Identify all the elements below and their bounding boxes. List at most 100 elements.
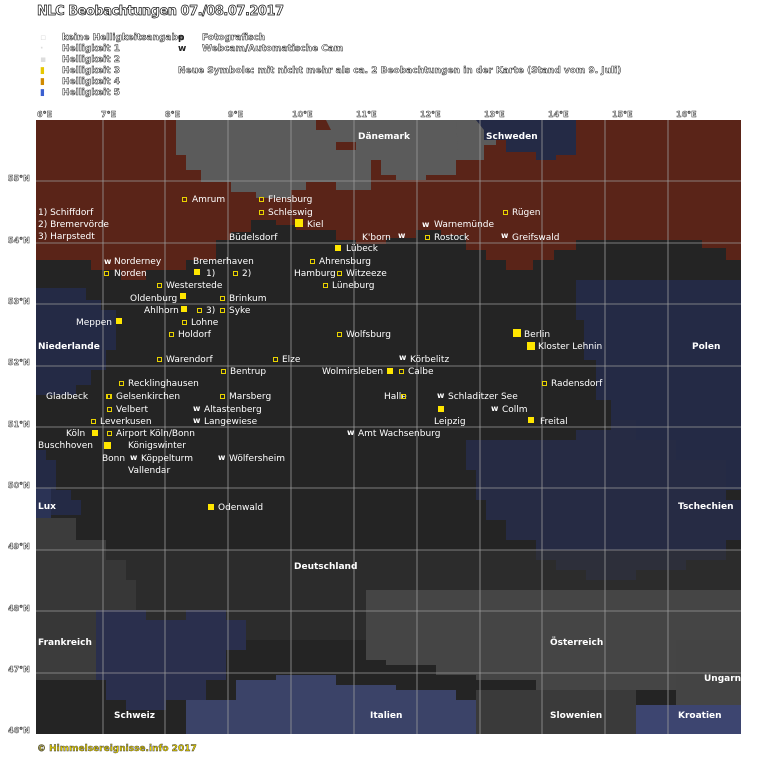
map-background bbox=[36, 120, 741, 734]
place-label: Odenwald bbox=[218, 503, 264, 513]
croatia-land bbox=[636, 705, 741, 734]
legend-symbol: · bbox=[40, 44, 44, 54]
legend-label: Helligkeit 4 bbox=[62, 77, 120, 88]
place-label: Radensdorf bbox=[551, 379, 603, 389]
observation-marker bbox=[335, 245, 341, 251]
denmark-islands bbox=[326, 120, 476, 180]
poland-land bbox=[576, 280, 741, 490]
place-label: Vallendar bbox=[128, 466, 171, 476]
country-label: Slowenien bbox=[550, 711, 603, 721]
place-label: Wölfersheim bbox=[229, 454, 285, 464]
place-label: Lübeck bbox=[346, 244, 378, 254]
webcam-marker: w bbox=[104, 257, 112, 266]
observation-marker bbox=[337, 332, 342, 337]
observation-marker bbox=[221, 369, 226, 374]
latitude-label: 55°N bbox=[8, 174, 30, 184]
observation-marker bbox=[157, 283, 162, 288]
place-label: Norden bbox=[114, 269, 147, 279]
country-label: Polen bbox=[692, 342, 721, 352]
place-label: Lüneburg bbox=[332, 281, 375, 291]
place-label: Greifswald bbox=[512, 233, 560, 243]
place-label: Oldenburg bbox=[130, 294, 178, 304]
longitude-label: 13°E bbox=[484, 110, 505, 120]
place-label: Norderney bbox=[114, 257, 162, 267]
legend-label: Helligkeit 2 bbox=[62, 55, 120, 66]
latitude-label: 50°N bbox=[8, 481, 30, 491]
observation-marker bbox=[197, 308, 202, 313]
longitude-label: 8°E bbox=[165, 110, 181, 120]
place-label: Köppelturm bbox=[141, 454, 193, 464]
place-label: Amt Wachsenburg bbox=[358, 429, 441, 439]
place-label: Witzeeze bbox=[346, 269, 387, 279]
observation-marker bbox=[107, 407, 112, 412]
country-label: Dänemark bbox=[358, 132, 410, 142]
place-label: Körbelitz bbox=[410, 355, 450, 365]
place-label: Kloster Lehnin bbox=[538, 342, 603, 352]
place-label: Calbe bbox=[408, 367, 434, 377]
webcam-marker: w bbox=[437, 391, 445, 400]
webcam-marker: w bbox=[491, 404, 499, 413]
place-label: K'born bbox=[362, 233, 391, 243]
place-label: Langewiese bbox=[204, 417, 258, 427]
place-label: Schladitzer See bbox=[448, 392, 518, 402]
legend-note: Neue Symbole: mit nicht mehr als ca. 2 B… bbox=[178, 66, 622, 77]
place-label: Flensburg bbox=[268, 195, 313, 205]
place-label: Recklinghausen bbox=[128, 379, 199, 389]
legend-symbol: ▫ bbox=[40, 33, 47, 43]
observation-marker bbox=[104, 271, 109, 276]
observation-marker bbox=[220, 296, 225, 301]
legend-symbol: ▮ bbox=[40, 66, 45, 76]
observation-marker bbox=[116, 318, 122, 324]
observation-marker bbox=[273, 357, 278, 362]
place-label: Leipzig bbox=[434, 417, 466, 427]
legend-label: Fotografisch bbox=[202, 33, 266, 44]
latitude-label: 46°N bbox=[8, 726, 30, 736]
observation-marker bbox=[323, 283, 328, 288]
observation-marker bbox=[310, 259, 315, 264]
longitude-label: 16°E bbox=[676, 110, 697, 120]
country-label: Tschechien bbox=[678, 502, 734, 512]
place-label: Buschhoven bbox=[38, 441, 93, 451]
observation-marker bbox=[182, 320, 187, 325]
observation-marker bbox=[259, 210, 264, 215]
longitude-label: 6°E bbox=[37, 110, 53, 120]
longitude-label: 9°E bbox=[228, 110, 244, 120]
observation-marker bbox=[107, 394, 112, 399]
longitude-label: 14°E bbox=[548, 110, 569, 120]
observation-marker bbox=[92, 430, 98, 436]
observation-marker bbox=[220, 394, 225, 399]
legend-note-entry: 1) Schiffdorf bbox=[38, 208, 94, 218]
latitude-label: 54°N bbox=[8, 236, 30, 246]
place-label: 3) bbox=[206, 306, 216, 316]
map-canvas: Dänemark Schweden Niederlande Polen Lux Tsche… bbox=[36, 120, 741, 734]
webcam-marker: w bbox=[130, 453, 138, 462]
observation-marker bbox=[208, 504, 214, 510]
legend-symbol: ▮ bbox=[40, 77, 45, 87]
place-label: Holdorf bbox=[178, 330, 211, 340]
observation-marker bbox=[181, 306, 187, 312]
place-label: Brinkum bbox=[229, 294, 267, 304]
place-label: Warendorf bbox=[166, 355, 213, 365]
place-label: Freital bbox=[540, 417, 568, 427]
austria-land bbox=[366, 590, 741, 700]
place-label: Bentrup bbox=[230, 367, 267, 377]
legend-label: Webcam/Automatische Cam bbox=[202, 44, 344, 55]
netherlands-land bbox=[36, 288, 116, 395]
place-label: Hamburg bbox=[294, 269, 336, 279]
denmark-land bbox=[176, 120, 371, 198]
legend-symbol: ▪ bbox=[40, 55, 47, 65]
latitude-label: 53°N bbox=[8, 297, 30, 307]
place-label: Bonn bbox=[102, 454, 126, 464]
slovenia-land bbox=[476, 690, 636, 734]
webcam-marker: w bbox=[398, 231, 406, 240]
legend-label: Helligkeit 3 bbox=[62, 66, 120, 77]
longitude-label: 15°E bbox=[612, 110, 633, 120]
observation-marker bbox=[387, 368, 393, 374]
legend-label: Helligkeit 1 bbox=[62, 44, 120, 55]
webcam-marker: w bbox=[422, 220, 430, 229]
hungary-land bbox=[676, 640, 741, 705]
italy-land bbox=[186, 675, 476, 734]
latitude-label: 49°N bbox=[8, 542, 30, 552]
map-title: NLC Beobachtungen 07./08.07.2017 bbox=[37, 4, 285, 20]
longitude-label: 10°E bbox=[292, 110, 313, 120]
